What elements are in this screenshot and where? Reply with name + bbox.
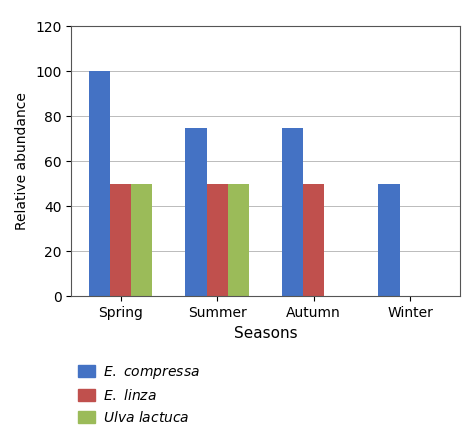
Bar — [110, 184, 131, 296]
Bar — [185, 127, 207, 296]
Bar — [378, 184, 400, 296]
Bar — [228, 184, 249, 296]
Bar — [282, 127, 303, 296]
Legend: $\it{E.}$ $\it{compressa}$, $\it{E.}$ $\it{linza}$, $\it{Ulva}$ $\it{lactuca}$: $\it{E.}$ $\it{compressa}$, $\it{E.}$ $\… — [78, 364, 200, 425]
Bar — [89, 71, 110, 296]
Bar — [131, 184, 153, 296]
X-axis label: Seasons: Seasons — [234, 326, 297, 341]
Bar — [207, 184, 228, 296]
Bar — [303, 184, 324, 296]
Y-axis label: Relative abundance: Relative abundance — [16, 92, 29, 230]
